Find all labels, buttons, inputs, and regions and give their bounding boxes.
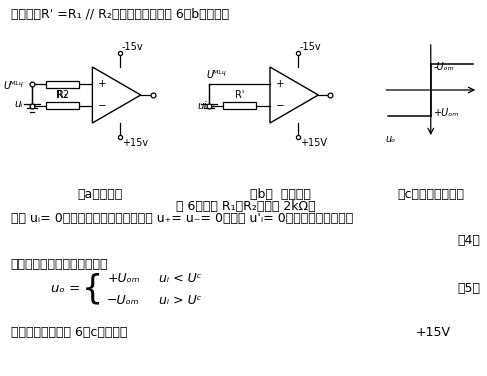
Text: +: + [276, 79, 284, 89]
Polygon shape [93, 67, 141, 123]
Text: 由于 uᵢ= 0，根据输出翻转的临界条件 u₊= u₋= 0，故由 u'ᵢ= 0，可求得比较电平：: 由于 uᵢ= 0，根据输出翻转的临界条件 u₊= u₋= 0，故由 u'ᵢ= 0… [11, 212, 353, 225]
Text: -15v: -15v [122, 42, 144, 52]
Text: −Uₒₘ: −Uₒₘ [107, 294, 140, 306]
Polygon shape [270, 67, 318, 123]
Text: -Uₒₘ: -Uₒₘ [434, 62, 454, 72]
Text: Uᴹᴸᶣ: Uᴹᴸᶣ [207, 70, 226, 80]
Text: +Uₒₘ: +Uₒₘ [434, 108, 459, 118]
Text: −: − [276, 101, 284, 111]
Text: uᵢ > Uᶜ: uᵢ > Uᶜ [159, 294, 202, 306]
Text: R2: R2 [56, 90, 69, 100]
Text: 图 6（其中 R₁、R₂分别取 2kΩ）: 图 6（其中 R₁、R₂分别取 2kΩ） [176, 200, 316, 213]
Bar [46, 102, 79, 109]
Text: （5）: （5） [457, 282, 480, 296]
Text: ui: ui [197, 101, 207, 111]
Text: 电压传输特性如图 6（c）所示。: 电压传输特性如图 6（c）所示。 [11, 326, 127, 339]
Text: uᵢ < Uᶜ: uᵢ < Uᶜ [159, 271, 202, 285]
Text: -15v: -15v [300, 42, 321, 52]
Text: 和内阻：R' =R₁ // R₂，其等效电路如图 6（b）所示。: 和内阻：R' =R₁ // R₂，其等效电路如图 6（b）所示。 [11, 8, 228, 21]
Text: +15V: +15V [416, 326, 451, 339]
Text: {: { [82, 273, 103, 305]
Text: Uᴹᴸᶣ: Uᴹᴸᶣ [3, 81, 23, 91]
Text: +15V: +15V [300, 138, 327, 148]
Text: +: + [98, 79, 107, 89]
Bar [46, 81, 79, 88]
Text: （4）: （4） [457, 234, 480, 247]
Text: −: − [98, 101, 107, 111]
Text: （c）电压传输特性: （c）电压传输特性 [397, 188, 464, 201]
Text: uₒ =: uₒ = [51, 282, 80, 296]
Text: 因此，比较器的输出电压为：: 因此，比较器的输出电压为： [11, 258, 108, 271]
Text: （a）电路图: （a）电路图 [77, 188, 123, 201]
Text: R': R' [235, 89, 244, 100]
Text: uₒ: uₒ [385, 134, 395, 144]
Bar [223, 102, 256, 109]
Text: +Uₒₘ: +Uₒₘ [107, 271, 140, 285]
Text: R₁: R₁ [57, 89, 68, 100]
Text: （b）  等效电路: （b） 等效电路 [250, 188, 311, 201]
Text: +15v: +15v [122, 138, 148, 148]
Text: uᵢ: uᵢ [15, 99, 23, 109]
